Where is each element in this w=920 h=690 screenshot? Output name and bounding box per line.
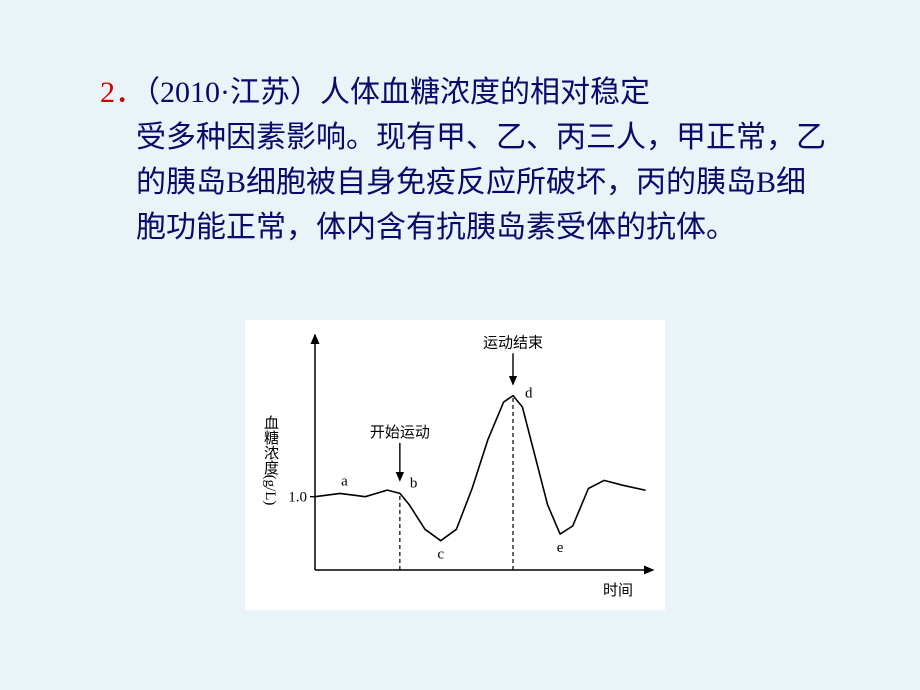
- question-text: 2．（2010·江苏）人体血糖浓度的相对稳定 受多种因素影响。现有甲、乙、丙三人…: [100, 70, 835, 250]
- svg-text:1.0: 1.0: [288, 490, 307, 506]
- svg-text:时间: 时间: [603, 582, 633, 599]
- blood-glucose-chart: 1.0 血糖浓度(g/L) 时间 a b c d e 开始运动 运动结束: [245, 320, 665, 610]
- chart-svg: 1.0 血糖浓度(g/L) 时间 a b c d e 开始运动 运动结束: [245, 320, 665, 610]
- svg-text:b: b: [410, 475, 418, 491]
- question-source: （2010·江苏）: [145, 76, 320, 109]
- question-body: 2．（2010·江苏）人体血糖浓度的相对稳定 受多种因素影响。现有甲、乙、丙三人…: [100, 70, 835, 250]
- svg-text:a: a: [341, 473, 348, 489]
- question-number: 2．: [100, 76, 145, 109]
- question-line1: 人体血糖浓度的相对稳定: [320, 76, 650, 109]
- question-rest: 受多种因素影响。现有甲、乙、丙三人，甲正常，乙的胰岛B细胞被自身免疫反应所破坏，…: [136, 121, 826, 244]
- svg-text:c: c: [437, 547, 444, 563]
- svg-text:e: e: [557, 540, 564, 556]
- svg-text:d: d: [525, 386, 533, 402]
- svg-text:开始运动: 开始运动: [370, 424, 430, 441]
- svg-text:血糖浓度(g/L): 血糖浓度(g/L): [262, 415, 279, 506]
- svg-text:运动结束: 运动结束: [483, 334, 543, 351]
